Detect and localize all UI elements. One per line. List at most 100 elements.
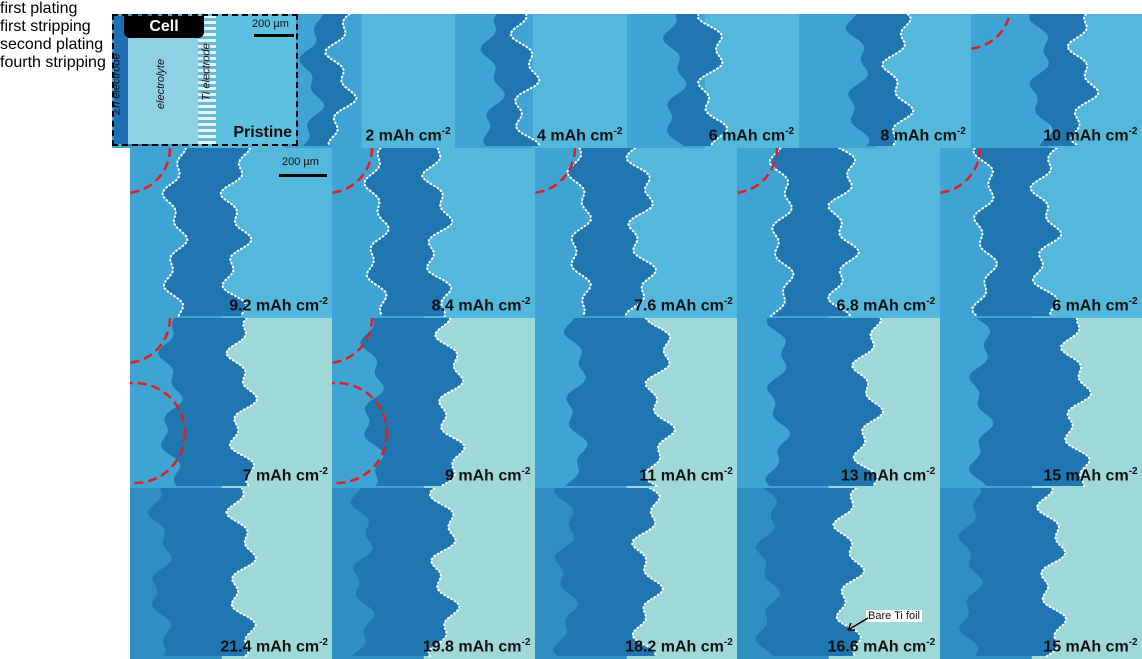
caption-text: 8.4 mAh cm — [432, 297, 522, 314]
caption-sup: -2 — [521, 296, 530, 307]
caption: 9.2 mAh cm-2 — [229, 296, 328, 315]
image-panel: 7 mAh cm-2 — [130, 318, 334, 488]
micrograph — [737, 488, 941, 659]
image-panel: 18.2 mAh cm-2 — [535, 488, 739, 659]
image-panel: 7.6 mAh cm-2 — [535, 148, 739, 318]
micrograph — [535, 318, 739, 488]
image-panel: 16.6 mAh cm-2 — [737, 488, 941, 659]
micrograph — [535, 488, 739, 659]
micrograph — [737, 148, 941, 318]
micrograph — [940, 488, 1142, 659]
caption-text: 10 mAh cm — [1043, 127, 1128, 144]
caption-text: 7.6 mAh cm — [634, 297, 724, 314]
scale-bar — [279, 174, 327, 177]
caption-text: 11 mAh cm — [639, 467, 723, 484]
image-panel: 15 mAh cm-2 — [940, 318, 1142, 488]
caption-sup: -2 — [442, 126, 451, 137]
caption-text: 9.2 mAh cm — [229, 297, 319, 314]
micrograph — [332, 148, 536, 318]
caption: 19.8 mAh cm-2 — [423, 637, 531, 656]
caption-text: 15 mAh cm — [1043, 467, 1128, 484]
caption: 13 mAh cm-2 — [841, 466, 935, 485]
image-panel: 8.4 mAh cm-2 — [332, 148, 536, 318]
caption-text: 21.4 mAh cm — [220, 638, 319, 655]
caption-text: 9 mAh cm — [445, 467, 521, 484]
micrograph — [130, 318, 334, 488]
image-panel: 6 mAh cm-2 — [627, 14, 800, 148]
caption-text: 4 mAh cm — [537, 127, 613, 144]
caption-sup: -2 — [785, 126, 794, 137]
caption: 16.6 mAh cm-2 — [828, 637, 936, 656]
caption: 8.4 mAh cm-2 — [432, 296, 531, 315]
caption-sup: -2 — [926, 466, 935, 477]
caption-text: 6 mAh cm — [1052, 297, 1128, 314]
electrolyte-label: electrolyte — [155, 59, 167, 109]
cell-tag: Cell — [124, 16, 204, 38]
caption-text: 13 mAh cm — [841, 467, 926, 484]
caption-sup: -2 — [1129, 466, 1138, 477]
caption: 6.8 mAh cm-2 — [836, 296, 935, 315]
caption-text: 2 mAh cm — [365, 127, 441, 144]
caption: 6 mAh cm-2 — [1052, 296, 1137, 315]
arrow-line — [848, 618, 868, 630]
caption-sup: -2 — [926, 637, 935, 648]
caption: 4 mAh cm-2 — [537, 126, 622, 145]
caption: 21.4 mAh cm-2 — [220, 637, 328, 656]
caption-sup: -2 — [613, 126, 622, 137]
image-panel: 4 mAh cm-2 — [455, 14, 628, 148]
image-panel: 19.8 mAh cm-2 — [332, 488, 536, 659]
caption-text: 15 mAh cm — [1043, 638, 1128, 655]
caption: 6 mAh cm-2 — [709, 126, 794, 145]
caption: 18.2 mAh cm-2 — [625, 637, 733, 656]
caption: 10 mAh cm-2 — [1043, 126, 1137, 145]
annotation: Bare Ti foil — [866, 610, 922, 622]
caption-text: 19.8 mAh cm — [423, 638, 522, 655]
caption-sup: -2 — [1129, 637, 1138, 648]
micrograph — [130, 488, 334, 659]
caption-text: 6 mAh cm — [709, 127, 785, 144]
micrograph — [535, 148, 739, 318]
caption-sup: -2 — [957, 126, 966, 137]
scale-label: 200 µm — [252, 18, 289, 30]
caption-sup: -2 — [724, 466, 733, 477]
caption: 9 mAh cm-2 — [445, 466, 530, 485]
ti-label: Ti electrode — [201, 43, 213, 100]
caption-text: 6.8 mAh cm — [836, 297, 926, 314]
image-panel: 8 mAh cm-2 — [799, 14, 972, 148]
caption: 11 mAh cm-2 — [639, 466, 732, 485]
micrograph — [332, 488, 536, 659]
caption-sup: -2 — [724, 637, 733, 648]
zn-label: Zn electrode — [112, 53, 123, 114]
caption-sup: -2 — [724, 296, 733, 307]
caption-sup: -2 — [1129, 296, 1138, 307]
caption-text: 7 mAh cm — [243, 467, 319, 484]
caption: 15 mAh cm-2 — [1043, 637, 1137, 656]
caption-text: 8 mAh cm — [880, 127, 956, 144]
caption-sup: -2 — [926, 296, 935, 307]
caption: Pristine — [233, 124, 292, 142]
caption: 2 mAh cm-2 — [365, 126, 450, 145]
micrograph — [737, 318, 941, 488]
scale-bar — [254, 34, 294, 37]
caption-sup: -2 — [1129, 126, 1138, 137]
arrow — [842, 614, 872, 634]
image-panel: 2 mAh cm-2 — [284, 14, 457, 148]
image-panel: 6.8 mAh cm-2 — [737, 148, 941, 318]
caption-text: 18.2 mAh cm — [625, 638, 724, 655]
caption: 7 mAh cm-2 — [243, 466, 328, 485]
caption-text: 16.6 mAh cm — [828, 638, 927, 655]
caption: 15 mAh cm-2 — [1043, 466, 1137, 485]
caption-sup: -2 — [319, 296, 328, 307]
image-panel: 13 mAh cm-2 — [737, 318, 941, 488]
micrograph — [940, 148, 1142, 318]
image-panel: 9 mAh cm-2 — [332, 318, 536, 488]
caption-sup: -2 — [319, 466, 328, 477]
image-panel: 10 mAh cm-2 — [971, 14, 1142, 148]
image-panel: 11 mAh cm-2 — [535, 318, 739, 488]
micrograph — [332, 318, 536, 488]
caption-sup: -2 — [319, 637, 328, 648]
caption-sup: -2 — [521, 466, 530, 477]
caption-sup: -2 — [521, 637, 530, 648]
caption: 8 mAh cm-2 — [880, 126, 965, 145]
figure: {"rows": [ {"label": "first plating", "p… — [0, 0, 1142, 659]
